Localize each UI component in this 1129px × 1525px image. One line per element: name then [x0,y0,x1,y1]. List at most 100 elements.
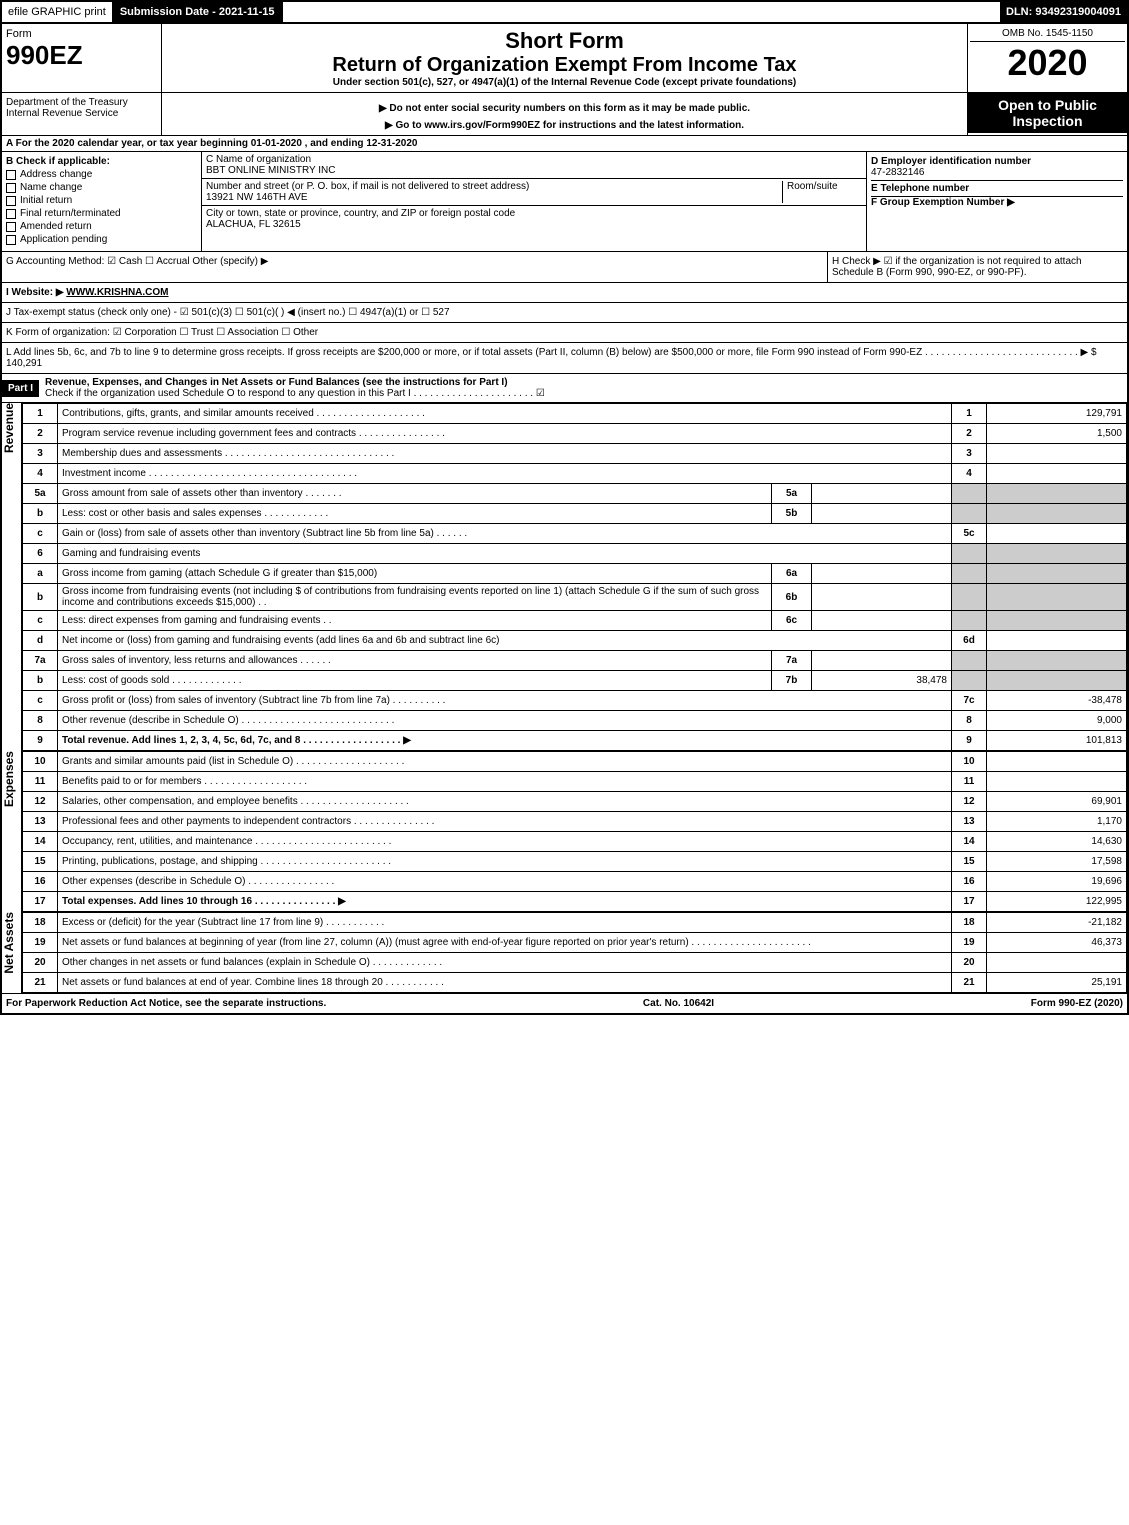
org-name-box: C Name of organization BBT ONLINE MINIST… [202,152,866,179]
form-word: Form [6,28,157,40]
room-suite: Room/suite [782,181,862,203]
form-id-box: Form 990EZ [2,24,162,92]
revenue-table: 1Contributions, gifts, grants, and simil… [22,403,1127,751]
address-box: Number and street (or P. O. box, if mail… [202,179,866,206]
row-k: K Form of organization: ☑ Corporation ☐ … [2,323,1127,343]
footer-mid: Cat. No. 10642I [643,998,714,1009]
submission-date: Submission Date - 2021-11-15 [114,2,283,22]
line-7b: bLess: cost of goods sold . . . . . . . … [23,671,1127,691]
part-1-label: Part I [2,380,39,397]
website-label: I Website: ▶ [6,287,64,298]
line-14: 14Occupancy, rent, utilities, and mainte… [23,832,1127,852]
check-final-return[interactable]: Final return/terminated [6,208,197,219]
group-box: F Group Exemption Number ▶ [871,197,1123,208]
section-a: A For the 2020 calendar year, or tax yea… [2,136,1127,152]
line-7c: cGross profit or (loss) from sales of in… [23,691,1127,711]
form-number: 990EZ [6,40,157,71]
check-application-pending[interactable]: Application pending [6,234,197,245]
city-box: City or town, state or province, country… [202,206,866,232]
ein-box: D Employer identification number 47-2832… [871,154,1123,181]
row-j: J Tax-exempt status (check only one) - ☑… [2,303,1127,323]
line-6d: dNet income or (loss) from gaming and fu… [23,631,1127,651]
header-row: Form 990EZ Short Form Return of Organiza… [2,24,1127,93]
line-18: 18Excess or (deficit) for the year (Subt… [23,913,1127,933]
line-8: 8Other revenue (describe in Schedule O) … [23,711,1127,731]
line-9: 9Total revenue. Add lines 1, 2, 3, 4, 5c… [23,731,1127,751]
section-b: B Check if applicable: Address change Na… [2,152,202,251]
return-title: Return of Organization Exempt From Incom… [166,54,963,77]
ein-label: D Employer identification number [871,156,1123,167]
netassets-side-label: Net Assets [2,912,22,993]
section-c: C Name of organization BBT ONLINE MINIST… [202,152,867,251]
line-5b: bLess: cost or other basis and sales exp… [23,504,1127,524]
netassets-section: Net Assets 18Excess or (deficit) for the… [2,912,1127,993]
line-10: 10Grants and similar amounts paid (list … [23,752,1127,772]
efile-print[interactable]: efile GRAPHIC print [2,2,114,22]
group-label: F Group Exemption Number ▶ [871,197,1015,208]
line-6a: aGross income from gaming (attach Schedu… [23,564,1127,584]
row-g-h: G Accounting Method: ☑ Cash ☐ Accrual Ot… [2,252,1127,283]
row-i: I Website: ▶ WWW.KRISHNA.COM [2,283,1127,303]
footer-left: For Paperwork Reduction Act Notice, see … [6,998,326,1009]
org-name: BBT ONLINE MINISTRY INC [206,165,862,176]
ssn-warning: ▶ Do not enter social security numbers o… [166,103,963,114]
row-h: H Check ▶ ☑ if the organization is not r… [827,252,1127,282]
check-address-change[interactable]: Address change [6,169,197,180]
line-5c: cGain or (loss) from sale of assets othe… [23,524,1127,544]
line-12: 12Salaries, other compensation, and empl… [23,792,1127,812]
revenue-side-label: Revenue [2,403,22,751]
part-1-header: Part I Revenue, Expenses, and Changes in… [2,374,1127,403]
tax-year: 2020 [970,42,1125,84]
footer-right: Form 990-EZ (2020) [1031,998,1123,1009]
tel-label: E Telephone number [871,183,1123,194]
dln: DLN: 93492319004091 [1000,2,1127,22]
line-17: 17Total expenses. Add lines 10 through 1… [23,892,1127,912]
line-21: 21Net assets or fund balances at end of … [23,973,1127,993]
line-7a: 7aGross sales of inventory, less returns… [23,651,1127,671]
line-19: 19Net assets or fund balances at beginni… [23,933,1127,953]
line-4: 4Investment income . . . . . . . . . . .… [23,464,1127,484]
form-container: efile GRAPHIC print Submission Date - 20… [0,0,1129,1015]
instructions-area: ▶ Do not enter social security numbers o… [162,93,967,135]
addr-label: Number and street (or P. O. box, if mail… [206,181,782,192]
expenses-side-label: Expenses [2,751,22,912]
line-16: 16Other expenses (describe in Schedule O… [23,872,1127,892]
check-initial-return[interactable]: Initial return [6,195,197,206]
city-label: City or town, state or province, country… [206,208,862,219]
org-name-label: C Name of organization [206,154,862,165]
footer: For Paperwork Reduction Act Notice, see … [2,993,1127,1013]
line-1: 1Contributions, gifts, grants, and simil… [23,404,1127,424]
line-3: 3Membership dues and assessments . . . .… [23,444,1127,464]
section-b-label: B Check if applicable: [6,156,197,167]
addr-value: 13921 NW 146TH AVE [206,192,782,203]
under-section: Under section 501(c), 527, or 4947(a)(1)… [166,77,963,88]
check-amended-return[interactable]: Amended return [6,221,197,232]
line-11: 11Benefits paid to or for members . . . … [23,772,1127,792]
check-name-change[interactable]: Name change [6,182,197,193]
expenses-table: 10Grants and similar amounts paid (list … [22,751,1127,912]
netassets-table: 18Excess or (deficit) for the year (Subt… [22,912,1127,993]
line-2: 2Program service revenue including gover… [23,424,1127,444]
line-20: 20Other changes in net assets or fund ba… [23,953,1127,973]
line-13: 13Professional fees and other payments t… [23,812,1127,832]
expenses-section: Expenses 10Grants and similar amounts pa… [2,751,1127,912]
revenue-section: Revenue 1Contributions, gifts, grants, a… [2,403,1127,751]
line-6b: bGross income from fundraising events (n… [23,584,1127,611]
website-value[interactable]: WWW.KRISHNA.COM [66,287,168,298]
short-form-title: Short Form [166,28,963,54]
line-15: 15Printing, publications, postage, and s… [23,852,1127,872]
header-title-area: Short Form Return of Organization Exempt… [162,24,967,92]
city-value: ALACHUA, FL 32615 [206,219,862,230]
part-1-title: Revenue, Expenses, and Changes in Net As… [39,374,1127,402]
open-public-box: Open to Public Inspection [967,93,1127,135]
ein-value: 47-2832146 [871,167,1123,178]
goto-link[interactable]: ▶ Go to www.irs.gov/Form990EZ for instru… [166,120,963,131]
tel-box: E Telephone number [871,181,1123,197]
omb-number: OMB No. 1545-1150 [970,26,1125,42]
dept-treasury: Department of the Treasury Internal Reve… [2,93,162,135]
line-6: 6Gaming and fundraising events [23,544,1127,564]
row-g: G Accounting Method: ☑ Cash ☐ Accrual Ot… [2,252,827,282]
line-6c: cLess: direct expenses from gaming and f… [23,611,1127,631]
top-bar: efile GRAPHIC print Submission Date - 20… [2,2,1127,24]
row-l: L Add lines 5b, 6c, and 7b to line 9 to … [2,343,1127,374]
